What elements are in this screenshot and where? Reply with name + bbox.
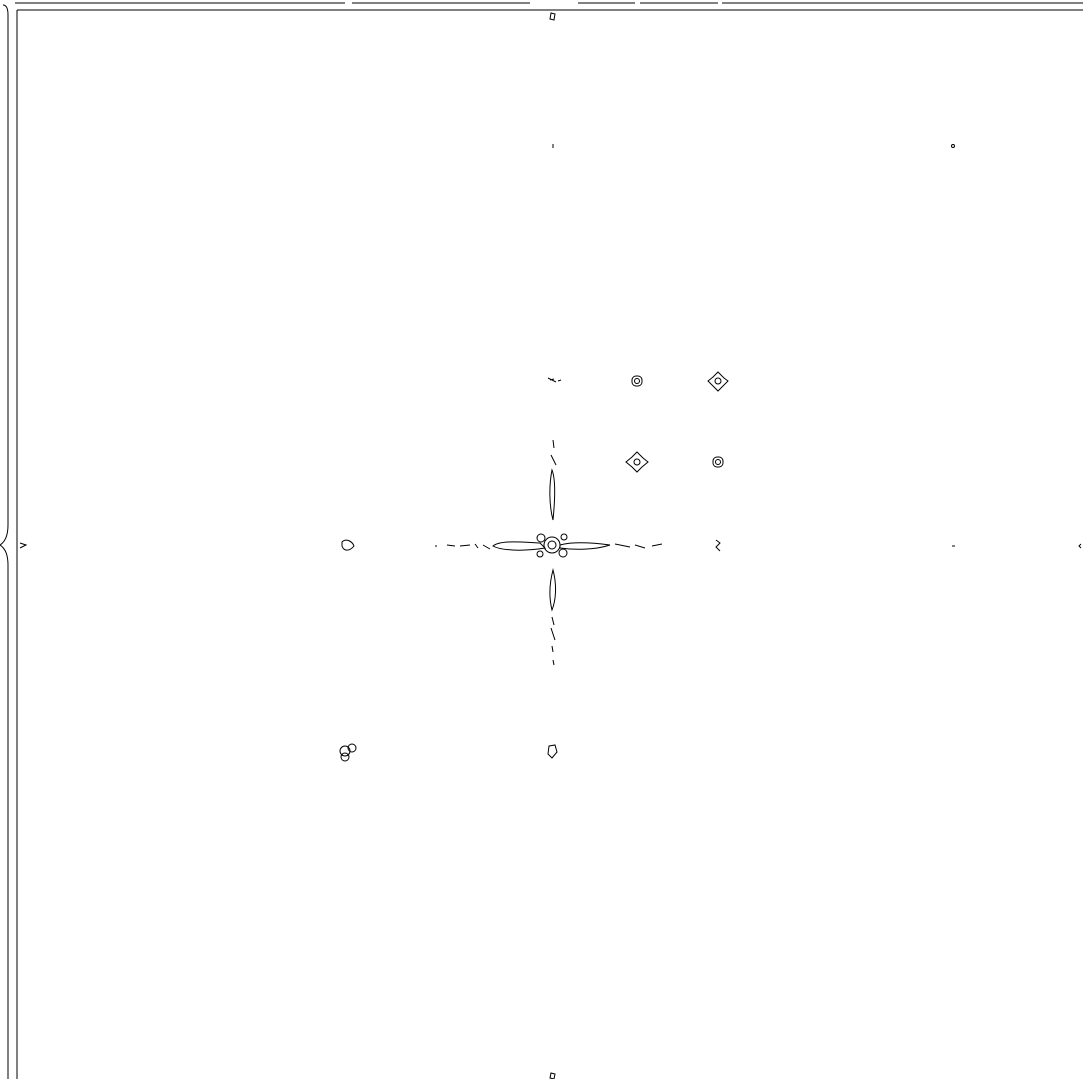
contour-blob (714, 377, 722, 385)
contour-blob (633, 458, 641, 466)
contour-blob (715, 539, 721, 552)
contour-blob (707, 371, 729, 392)
center-peak (547, 540, 557, 550)
contour-blob (340, 752, 350, 762)
contour-blob (625, 451, 649, 473)
contour-blob (341, 539, 355, 551)
contour-blob (536, 550, 544, 558)
contour-blob (19, 542, 28, 549)
horizontal-streak (435, 541, 663, 551)
contour-blob (549, 12, 556, 21)
contour-blob (547, 744, 558, 759)
contour-dot (951, 144, 955, 148)
contour-blob (560, 533, 568, 541)
contour-blob (536, 533, 546, 543)
contours (19, 12, 1082, 1079)
contour-blob (634, 378, 640, 384)
center-peak (543, 536, 561, 554)
contour-blob (558, 548, 568, 558)
contour-blob (549, 1072, 556, 1079)
contour-blob (547, 377, 562, 383)
vertical-streak (549, 439, 557, 666)
contour-blob (339, 745, 351, 757)
contour-dot (1078, 543, 1082, 549)
contour-blob (631, 375, 643, 387)
contour-blob (712, 456, 724, 468)
contour-blob (715, 459, 721, 465)
left-brace (0, 4, 9, 1079)
contour-blob (347, 743, 357, 753)
